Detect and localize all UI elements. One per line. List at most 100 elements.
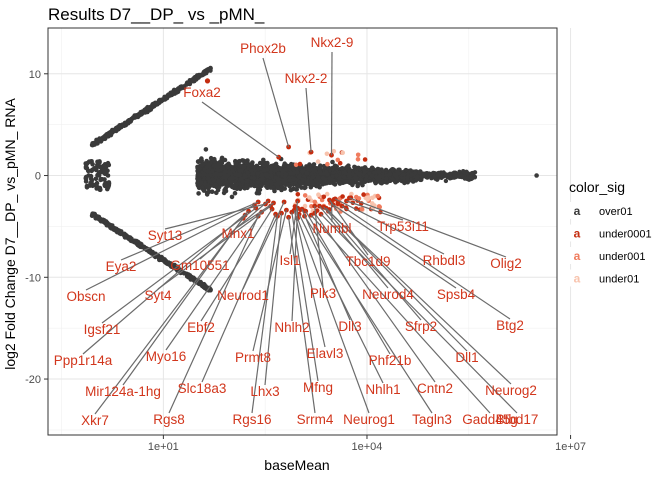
label-leader-lines (82, 51, 518, 415)
point-cloud (83, 65, 539, 293)
background-point (235, 172, 241, 178)
gene-label: Gadd45g (462, 412, 518, 427)
significant-point (307, 195, 312, 200)
background-point (229, 194, 235, 200)
significant-point (340, 150, 346, 156)
leader-line (291, 212, 319, 382)
background-point (265, 160, 270, 166)
background-point (376, 169, 382, 174)
background-point (390, 167, 395, 173)
x-axis: 1e+01 1e+04 1e+07 (148, 435, 586, 453)
background-point (373, 174, 379, 180)
background-point (268, 164, 274, 170)
significant-point (376, 204, 382, 209)
background-point (203, 147, 209, 152)
background-point (190, 77, 196, 82)
background-point (90, 161, 95, 167)
x-tick-label: 1e+04 (352, 441, 383, 453)
background-point (315, 175, 321, 180)
legend-label: over01 (599, 206, 633, 218)
legend-key-background (569, 247, 586, 264)
background-point (417, 170, 422, 175)
background-point (272, 188, 277, 194)
gene-label: Tbc1d9 (345, 254, 390, 269)
background-point (83, 179, 89, 184)
background-point (273, 161, 279, 167)
background-point (251, 171, 256, 177)
legend-label: under001 (599, 251, 646, 263)
background-point (255, 187, 261, 193)
chart-title: Results D7__DP_ vs _pMN_ (48, 5, 265, 24)
gene-label: Spsb4 (437, 287, 476, 302)
background-point (238, 176, 244, 182)
significant-point (355, 157, 361, 162)
background-point (206, 185, 211, 191)
background-point (116, 124, 122, 129)
background-point (350, 179, 355, 184)
background-point (344, 179, 350, 184)
background-point (92, 166, 98, 171)
legend-label: under01 (599, 274, 639, 286)
background-point (402, 180, 407, 186)
significant-point (324, 191, 330, 197)
gene-label: Nhlh2 (274, 320, 309, 335)
background-point (222, 157, 228, 163)
gene-label: Foxa2 (183, 85, 221, 100)
background-point (343, 171, 348, 176)
leader-line (330, 51, 333, 156)
background-point (87, 183, 93, 188)
background-point (155, 102, 160, 107)
background-point (317, 169, 323, 175)
background-point (90, 212, 96, 217)
background-point (296, 174, 302, 180)
background-point (186, 80, 191, 86)
background-point (174, 90, 179, 95)
gene-label: Phox2b (240, 41, 286, 56)
background-point (261, 162, 267, 168)
background-point (233, 182, 239, 187)
background-point (98, 187, 103, 193)
background-point (229, 184, 235, 190)
gene-label: Obscn (66, 289, 105, 304)
background-point (364, 174, 369, 179)
significant-point (295, 192, 301, 197)
legend-label: under0001 (599, 229, 652, 241)
background-point (260, 178, 265, 183)
background-point (167, 261, 172, 266)
background-point (204, 190, 210, 195)
leader-line (305, 87, 312, 153)
significant-point (325, 161, 330, 167)
gene-label: Trp53i11 (377, 219, 429, 234)
background-point (242, 173, 248, 178)
background-point (264, 172, 269, 178)
background-point (95, 214, 101, 220)
background-point (259, 183, 264, 188)
background-point (269, 173, 274, 178)
gridlines-minor (48, 28, 557, 435)
background-point (256, 166, 262, 171)
background-point (201, 284, 207, 289)
leader-line (323, 206, 422, 321)
background-point (242, 159, 247, 164)
background-point (209, 189, 215, 194)
gene-label: Xkr7 (81, 413, 109, 428)
background-point (237, 168, 243, 173)
background-point (320, 175, 326, 181)
gene-label: Prmt8 (235, 350, 271, 365)
background-point (470, 170, 475, 176)
background-point (405, 175, 410, 181)
leader-line (341, 205, 511, 320)
gene-label: Rgs8 (153, 412, 185, 427)
significant-point (366, 195, 371, 200)
plot-panel: Phox2b Nkx2-9 Nkx2-2 Foxa2 Syt13 Mnx1 Numbl Trp… (47, 27, 572, 436)
gene-label: Phf21b (369, 353, 412, 368)
background-point (327, 176, 332, 181)
background-point (158, 99, 164, 104)
leader-line (201, 101, 280, 158)
background-point (95, 137, 101, 143)
background-point (215, 165, 220, 170)
background-point (334, 173, 339, 178)
background-point (369, 173, 375, 179)
gene-label: Mfng (303, 380, 333, 395)
